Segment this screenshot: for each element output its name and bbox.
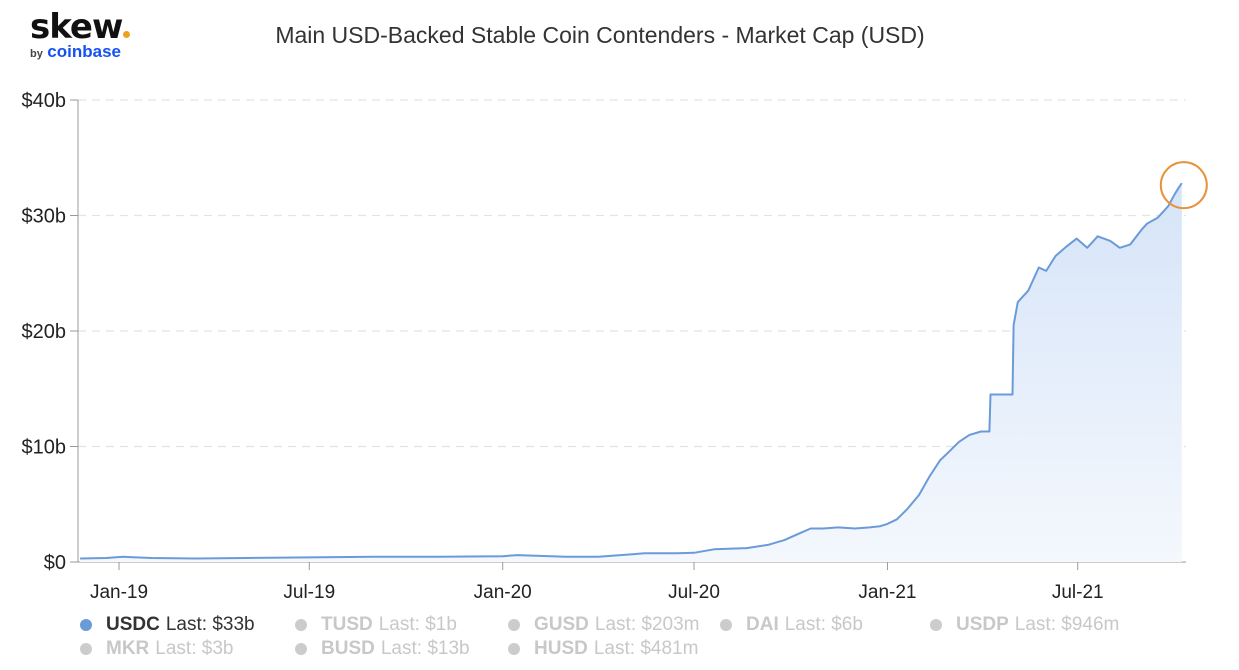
chart-title: Main USD-Backed Stable Coin Contenders -… <box>275 22 925 48</box>
legend-item-husd[interactable]: HUSD Last: $481m <box>508 638 698 660</box>
legend-series-name: MKR <box>106 638 150 659</box>
legend-series-name: USDP <box>956 614 1009 635</box>
legend-item-usdc[interactable]: USDC Last: $33b <box>80 614 255 636</box>
legend-last-value: Last: $203m <box>594 614 700 635</box>
legend-last-value: Last: $3b <box>155 638 234 659</box>
legend-last-value: Last: $946m <box>1014 614 1120 635</box>
legend-dot <box>80 619 92 631</box>
y-tick-label: $40b <box>22 90 67 112</box>
legend-item-busd[interactable]: BUSD Last: $13b <box>295 638 470 660</box>
x-tick-label: Jan-20 <box>474 582 532 603</box>
x-axis-ticks: Jan-19 Jul-19 Jan-20 Jul-20 Jan-21 Jul-21 <box>78 561 1186 603</box>
legend-last-value: Last: $481m <box>593 638 699 659</box>
legend-item-mkr[interactable]: MKR Last: $3b <box>80 638 233 660</box>
logo-by: by <box>30 48 43 60</box>
x-tick-label: Jul-21 <box>1052 582 1104 603</box>
legend-dot <box>80 643 92 655</box>
legend-dot <box>295 619 307 631</box>
legend-series-name: TUSD <box>321 614 373 635</box>
legend-dot <box>720 619 732 631</box>
legend-item-gusd[interactable]: GUSD Last: $203m <box>508 614 699 636</box>
legend-dot <box>508 619 520 631</box>
legend-dot <box>508 643 520 655</box>
series-line-usdc <box>80 182 1183 560</box>
legend-series-name: GUSD <box>534 614 589 635</box>
legend-item-tusd[interactable]: TUSD Last: $1b <box>295 614 457 636</box>
y-tick-label: $0 <box>44 552 66 574</box>
legend-series-name: BUSD <box>321 638 375 659</box>
legend-series-name: DAI <box>746 614 779 635</box>
x-tick-label: Jan-19 <box>90 582 148 603</box>
x-tick-label: Jul-20 <box>668 582 720 603</box>
logo-company: coinbase <box>47 42 121 61</box>
legend-series-name: USDC <box>106 614 160 635</box>
grid-lines <box>78 99 1186 448</box>
legend-dot <box>930 619 942 631</box>
logo-brand: skew <box>30 7 123 47</box>
last-point-highlight-circle <box>1159 161 1208 210</box>
x-tick-label: Jul-19 <box>283 582 335 603</box>
skew-logo: skew by coinbase <box>30 8 140 68</box>
logo-dot <box>123 31 131 38</box>
legend-item-dai[interactable]: DAI Last: $6b <box>720 614 863 636</box>
series-layer <box>80 161 1208 562</box>
legend-last-value: Last: $33b <box>165 614 255 635</box>
y-tick-label: $10b <box>22 437 67 459</box>
legend-last-value: Last: $13b <box>380 638 470 659</box>
chart-canvas[interactable]: $0 $10b $20b $30b $40b Jan-19 Jul-19 Jan-20 Jul… <box>0 0 1239 610</box>
legend-item-usdp[interactable]: USDP Last: $946m <box>930 614 1119 636</box>
y-tick-label: $30b <box>22 206 67 228</box>
x-tick-label: Jan-21 <box>858 582 916 603</box>
y-tick-label: $20b <box>22 321 67 343</box>
legend-last-value: Last: $6b <box>784 614 863 635</box>
y-axis-ticks: $0 $10b $20b $30b $40b <box>22 90 79 574</box>
legend-series-name: HUSD <box>534 638 588 659</box>
legend-last-value: Last: $1b <box>378 614 457 635</box>
legend-dot <box>295 643 307 655</box>
series-area-usdc <box>80 183 1182 562</box>
